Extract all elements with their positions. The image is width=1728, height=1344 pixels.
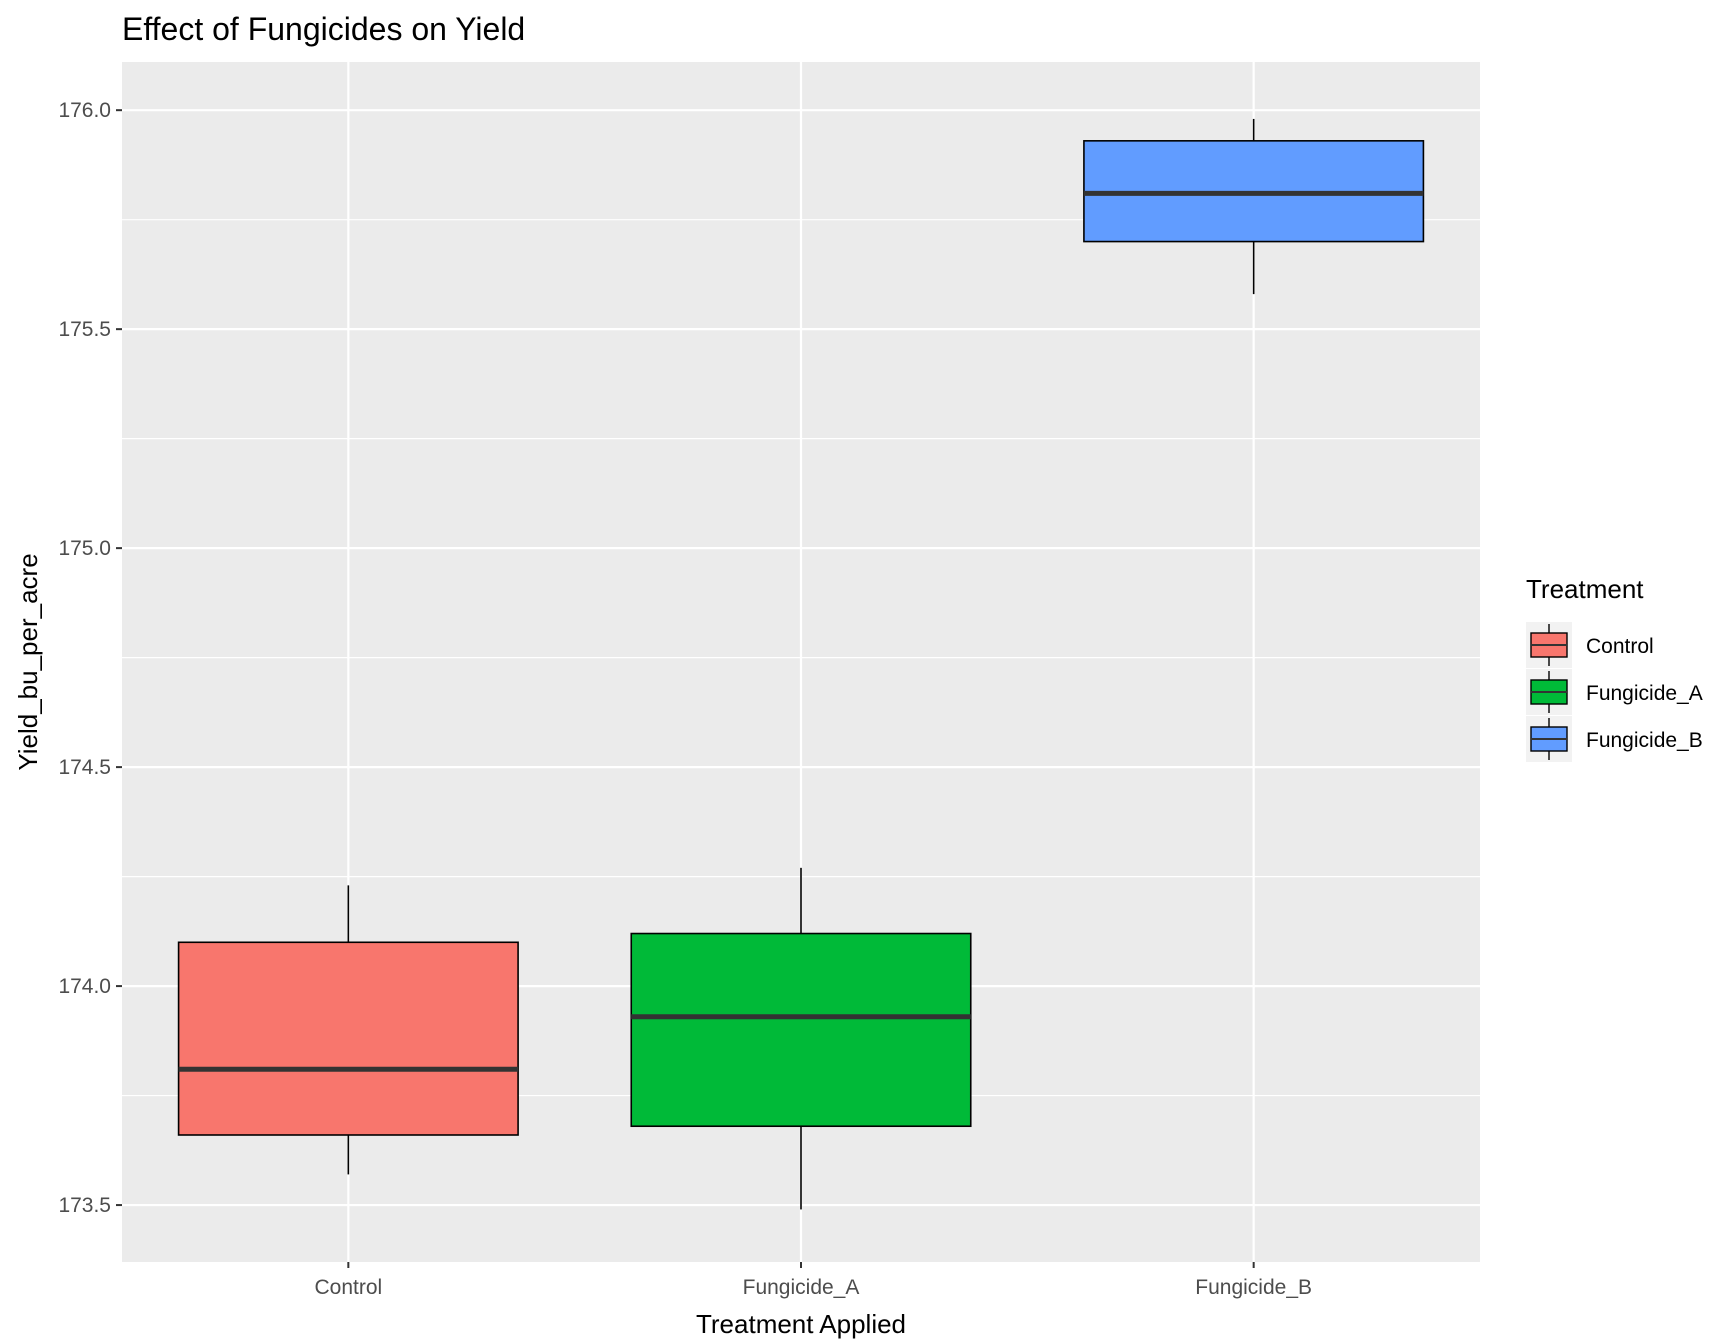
x-axis-title: Treatment Applied <box>696 1309 906 1339</box>
y-tick-label: 174.5 <box>58 756 111 779</box>
legend-item-fungicide_a: Fungicide_A <box>1526 669 1703 715</box>
box-group-control <box>177 885 519 1175</box>
boxes-layer <box>177 118 1425 1210</box>
y-axis-title: Yield_bu_per_acre <box>13 553 43 770</box>
legend-title: Treatment <box>1526 574 1644 604</box>
y-tick-label: 176.0 <box>58 99 111 122</box>
y-tick-label: 175.0 <box>58 537 111 560</box>
box-group-fungicide_b <box>1083 118 1425 295</box>
y-axis: 173.5 174.0 174.5 175.0 175.5 176.0 <box>58 99 122 1217</box>
x-axis: Control Fungicide_A Fungicide_B <box>314 1262 1312 1299</box>
box-group-fungicide_a <box>630 867 972 1210</box>
legend-label: Fungicide_A <box>1586 682 1703 705</box>
y-tick-label: 175.5 <box>58 318 111 341</box>
legend-item-fungicide_b: Fungicide_B <box>1526 716 1703 762</box>
y-tick-label: 173.5 <box>58 1194 111 1217</box>
x-tick-label: Fungicide_B <box>1195 1276 1312 1299</box>
chart-title: Effect of Fungicides on Yield <box>122 11 525 47</box>
legend-item-control: Control <box>1526 622 1654 668</box>
box-body <box>177 941 519 1136</box>
x-tick-label: Control <box>314 1276 382 1299</box>
box-body <box>630 932 972 1128</box>
legend-label: Control <box>1586 635 1654 658</box>
legend: Treatment Control Fungicide_A Fungicide_B <box>1526 574 1703 762</box>
x-tick-label: Fungicide_A <box>743 1276 860 1299</box>
legend-label: Fungicide_B <box>1586 729 1703 752</box>
y-tick-label: 174.0 <box>58 975 111 998</box>
